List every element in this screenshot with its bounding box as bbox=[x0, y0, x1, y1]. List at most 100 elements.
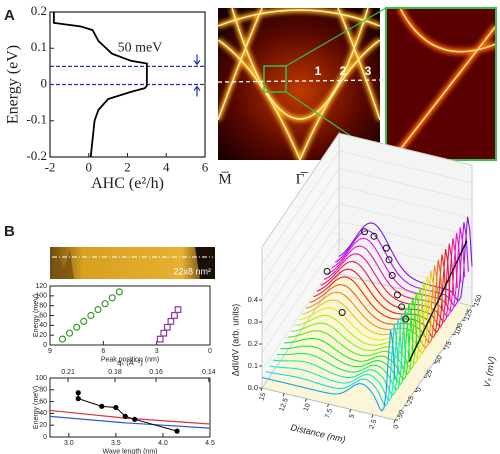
x-axis-label: AHC (e²/h) bbox=[91, 175, 164, 192]
marker bbox=[174, 428, 180, 434]
y-tick-label: 120 bbox=[35, 283, 47, 290]
wall-grid bbox=[338, 168, 473, 201]
x-tick-label: 2.5 bbox=[369, 418, 379, 430]
y-tick-label: 20 bbox=[39, 422, 47, 429]
x-tick-label: 4 bbox=[163, 160, 170, 175]
feature-marker bbox=[398, 303, 406, 311]
x-tick-label: 3.5 bbox=[111, 440, 121, 447]
panel-label: B bbox=[4, 223, 15, 240]
spectrum-line bbox=[269, 319, 403, 402]
feature-marker bbox=[370, 232, 378, 240]
z-axis-label: ΔdI/dV (arb. units) bbox=[230, 304, 240, 377]
x-tick-label: 6 bbox=[101, 348, 105, 355]
feature-marker bbox=[393, 291, 401, 299]
peak-label: 2 bbox=[340, 64, 347, 78]
x-tick-label: 15 bbox=[258, 392, 267, 402]
x-tick-label: 5 bbox=[348, 413, 356, 419]
y-tick-label: 50 bbox=[435, 355, 444, 365]
marker bbox=[167, 318, 175, 325]
y-axis-label: Energy (eV) bbox=[5, 45, 22, 124]
y-tick-label: 60 bbox=[39, 312, 47, 319]
y-tick-label: 80 bbox=[39, 303, 47, 310]
marker bbox=[101, 300, 109, 308]
feature-marker bbox=[402, 315, 410, 323]
peak-label: 1 bbox=[315, 64, 322, 78]
z-tick-label: 0.2 bbox=[248, 339, 258, 348]
annotation: 50 meV bbox=[118, 41, 163, 56]
y-axis-label: Energy (meV) bbox=[33, 294, 40, 337]
y-tick-label: 100 bbox=[35, 375, 47, 382]
feature-marker bbox=[338, 309, 346, 316]
wall-grid bbox=[338, 150, 473, 184]
x-tick-label: -2 bbox=[45, 160, 56, 175]
feature-marker bbox=[388, 272, 396, 280]
x-axis-label: Distance (nm) bbox=[290, 422, 347, 444]
marker bbox=[160, 329, 168, 337]
x-tick-label: 12.5 bbox=[279, 397, 290, 412]
wall-grid bbox=[261, 203, 340, 318]
marker bbox=[174, 306, 182, 313]
z-tick-label: 0.4 bbox=[248, 295, 258, 304]
x-tick-label: 4.5 bbox=[205, 440, 215, 447]
y-tick-label: 80 bbox=[39, 387, 47, 394]
z-tick-label: 0.0 bbox=[248, 383, 258, 392]
stm-image: 22x8 nm² bbox=[50, 247, 215, 279]
x-tick-label: 3.0 bbox=[64, 440, 74, 447]
feature-marker bbox=[382, 244, 390, 252]
plot-frame bbox=[49, 11, 206, 158]
wall-grid bbox=[261, 221, 340, 336]
y-tick-label: 60 bbox=[39, 398, 47, 405]
x-tick bbox=[260, 387, 263, 392]
y-tick-label: 100 bbox=[35, 293, 47, 300]
y-tick-label: -25 bbox=[406, 395, 416, 407]
x-axis-label: Peak position (nm) bbox=[101, 357, 159, 364]
y-tick-label: 25 bbox=[425, 369, 434, 379]
y-tick-label: 0 bbox=[43, 342, 47, 349]
spectrum-line bbox=[265, 324, 400, 407]
x-tick-label: 2 bbox=[124, 160, 131, 175]
spectrum-line bbox=[272, 313, 407, 397]
marker bbox=[75, 396, 81, 402]
y-tick-label: 40 bbox=[39, 322, 47, 329]
wall-grid bbox=[338, 238, 473, 272]
y-tick-label: 0 bbox=[41, 75, 48, 90]
band-background bbox=[218, 8, 380, 160]
arrow bbox=[193, 54, 201, 66]
stm-background bbox=[50, 247, 215, 279]
marker bbox=[113, 404, 119, 411]
spectrum-line bbox=[261, 329, 396, 412]
y-tick-label: -0.2 bbox=[26, 148, 47, 163]
marker bbox=[87, 311, 95, 320]
ahc-curve bbox=[52, 12, 148, 158]
x-axis-label: Wave length (nm) bbox=[103, 449, 158, 454]
y-tick-label: 20 bbox=[39, 332, 47, 339]
wall-grid bbox=[261, 150, 340, 265]
waterfall-plot: 0.0 0.1 0.2 0.3 0.4 15 12.5 10 7.5 5 2.5 0 -50-25 0 25… bbox=[230, 131, 497, 445]
y-tick-label: 75 bbox=[444, 340, 453, 350]
marker bbox=[73, 323, 81, 331]
x-tick-label: 7.5 bbox=[324, 408, 334, 420]
top-axis-label: qₛ (Å⁻¹) bbox=[117, 358, 143, 367]
top-tick-label: 0.18 bbox=[108, 369, 122, 376]
band-lines bbox=[218, 8, 380, 160]
y-tick-label: 0 bbox=[415, 387, 423, 393]
x-tick bbox=[304, 398, 307, 402]
marker bbox=[108, 294, 116, 302]
feature-marker bbox=[323, 267, 331, 275]
z-tick-label: 0.1 bbox=[248, 361, 258, 370]
marker bbox=[132, 416, 138, 422]
marker bbox=[122, 413, 128, 419]
x-tick-label: 0 bbox=[86, 160, 93, 175]
inset-image bbox=[386, 8, 496, 160]
feature-marker bbox=[361, 228, 369, 236]
y-axis-label: Energy (meV) bbox=[33, 386, 40, 429]
x-tick bbox=[349, 409, 352, 413]
marker bbox=[163, 323, 171, 331]
x-tick-label: 10 bbox=[303, 402, 312, 412]
wall-grid bbox=[261, 238, 340, 353]
marker bbox=[94, 306, 102, 314]
wall-grid bbox=[338, 203, 473, 236]
marker bbox=[75, 390, 81, 396]
